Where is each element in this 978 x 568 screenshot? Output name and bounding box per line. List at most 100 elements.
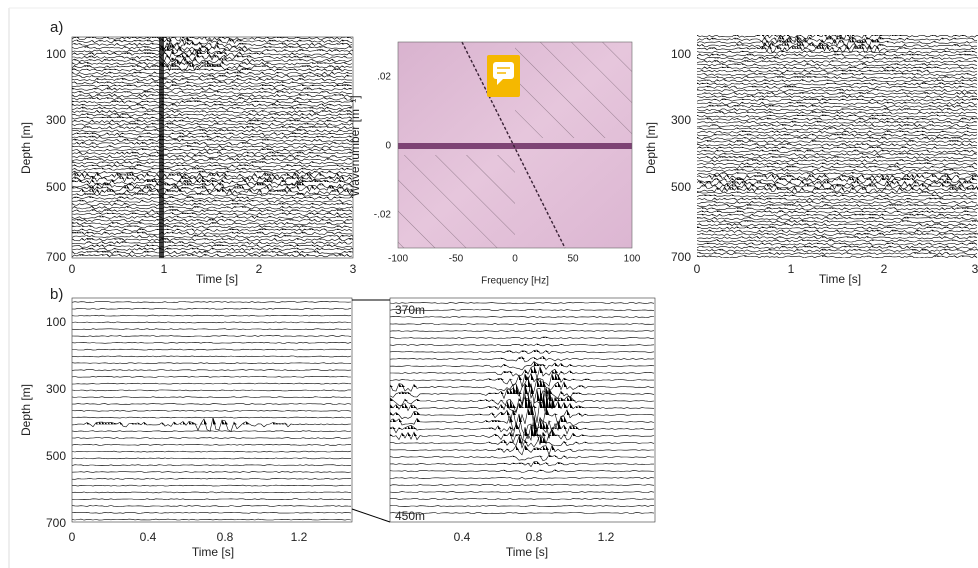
x-tick-label: 2 xyxy=(881,262,888,276)
trace xyxy=(697,191,978,195)
trace xyxy=(697,245,978,249)
trace xyxy=(72,119,353,123)
trace xyxy=(390,309,655,311)
trace xyxy=(72,443,352,446)
x-axis-title: Time [s] xyxy=(196,272,238,286)
trace xyxy=(390,336,655,340)
trace-fill xyxy=(699,146,937,148)
comment-icon[interactable] xyxy=(487,55,520,97)
trace xyxy=(697,149,978,153)
trace-fill xyxy=(84,53,347,58)
trace-fill xyxy=(707,35,975,40)
trace-fill xyxy=(84,158,352,160)
trace xyxy=(72,138,353,143)
trace xyxy=(697,248,978,253)
trace xyxy=(697,53,978,57)
trace xyxy=(697,186,978,193)
trace xyxy=(72,314,352,317)
trace-fill xyxy=(72,203,350,205)
trace-fill xyxy=(699,180,972,184)
trace-fill xyxy=(697,35,978,36)
trace xyxy=(72,148,353,152)
plot-frame xyxy=(389,297,656,523)
trace-fill xyxy=(719,63,947,65)
trace xyxy=(72,321,352,324)
trace xyxy=(72,170,353,175)
trace xyxy=(72,116,353,120)
x-tick-label: 100 xyxy=(624,254,641,265)
trace xyxy=(72,151,353,155)
trace xyxy=(697,41,978,50)
trace xyxy=(72,172,353,179)
trace xyxy=(72,37,353,47)
y-tick-label: 0 xyxy=(385,141,391,152)
trace xyxy=(390,316,655,318)
trace xyxy=(697,88,978,93)
trace xyxy=(390,387,655,416)
trace xyxy=(390,330,655,332)
x-tick-label: 0.8 xyxy=(526,530,543,544)
trace-fill xyxy=(717,121,977,123)
y-tick-label: 700 xyxy=(46,250,66,264)
trace xyxy=(72,196,353,200)
depth-label: 450m xyxy=(395,509,425,523)
x-tick-label: 0.8 xyxy=(217,530,234,544)
trace-fill xyxy=(144,129,342,131)
trace xyxy=(390,361,655,371)
trace xyxy=(72,59,353,68)
y-tick-label: .02 xyxy=(377,72,391,83)
trace xyxy=(697,98,978,102)
trace xyxy=(72,301,352,303)
trace xyxy=(697,136,978,141)
trace-fill xyxy=(74,37,350,38)
trace-fill xyxy=(109,155,337,157)
trace xyxy=(72,491,352,494)
trace-fill xyxy=(72,60,347,64)
trace xyxy=(390,356,655,363)
trace xyxy=(72,71,353,75)
trace xyxy=(697,152,978,156)
trace xyxy=(72,518,352,521)
trace xyxy=(390,505,655,507)
trace xyxy=(697,219,977,224)
fk-energy-band xyxy=(398,143,632,149)
plot-frame xyxy=(71,297,353,523)
trace-fill xyxy=(72,179,353,182)
trace xyxy=(697,101,978,105)
trace xyxy=(390,491,655,493)
trace-fill xyxy=(697,57,978,59)
trace xyxy=(72,112,353,117)
x-tick-label: 3 xyxy=(972,262,978,276)
trace xyxy=(72,205,353,210)
trace-fill xyxy=(704,149,975,152)
y-tick-label: 500 xyxy=(671,180,691,194)
trace xyxy=(697,162,978,166)
trace xyxy=(697,50,978,54)
trace xyxy=(72,41,353,50)
trace xyxy=(697,159,978,163)
y-tick-label: 300 xyxy=(46,113,66,127)
trace xyxy=(697,168,978,173)
x-tick-label: -100 xyxy=(388,254,408,265)
trace-fill xyxy=(697,41,967,46)
y-axis-title: Depth [m] xyxy=(19,384,33,436)
y-tick-label: 300 xyxy=(46,382,66,396)
trace xyxy=(72,125,353,130)
trace xyxy=(390,343,655,347)
trace xyxy=(72,61,353,72)
plot-frame xyxy=(397,41,633,249)
trace xyxy=(72,430,352,433)
trace xyxy=(72,396,352,399)
trace xyxy=(72,228,353,232)
zoom-connector xyxy=(351,508,391,523)
trace-fill xyxy=(74,167,350,170)
trace xyxy=(697,95,978,99)
trace xyxy=(72,175,353,183)
trace xyxy=(72,100,353,104)
trace xyxy=(697,35,978,44)
depth-label: 370m xyxy=(395,303,425,317)
trace-fill xyxy=(704,165,975,168)
trace-fill xyxy=(702,183,975,187)
trace xyxy=(72,182,353,189)
trace-fill xyxy=(74,171,342,173)
